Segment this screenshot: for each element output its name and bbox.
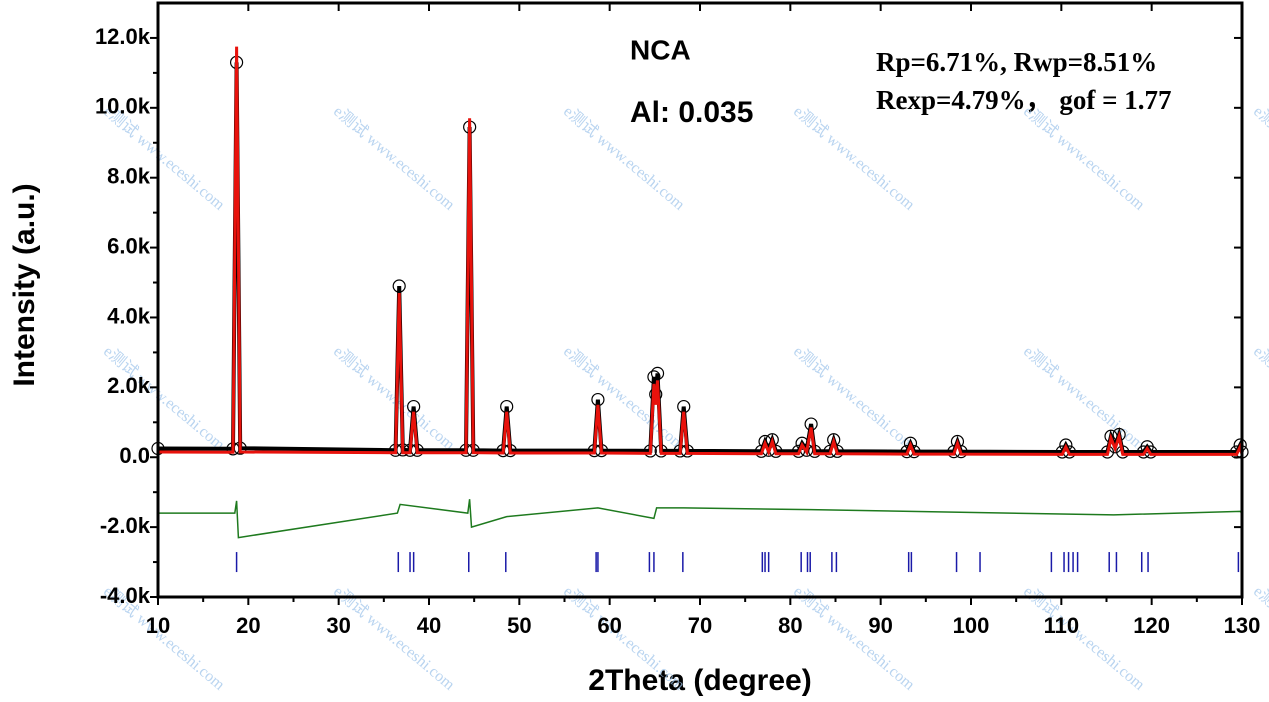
watermark: e测试 www.eceshi.com	[1020, 342, 1149, 454]
y-tick-label: -2.0k	[100, 513, 151, 538]
x-tick-label: 60	[597, 613, 621, 638]
watermark: e测试 www.eceshi.com	[1020, 582, 1149, 694]
y-tick-label: 4.0k	[107, 303, 151, 328]
annotation: Rp=6.71%, Rwp=8.51%	[876, 47, 1157, 77]
watermark: e测试 www.eceshi.com	[330, 102, 459, 214]
x-tick-label: 10	[146, 613, 170, 638]
y-tick-label: 2.0k	[107, 373, 151, 398]
x-tick-label: 110	[1044, 613, 1080, 638]
x-tick-label: 20	[236, 613, 260, 638]
watermark: e测试 www.eceshi.com	[1250, 582, 1269, 694]
x-tick-label: 70	[688, 613, 712, 638]
x-tick-label: 80	[778, 613, 802, 638]
y-tick-label: 0.0	[119, 443, 150, 468]
watermark: e测试 www.eceshi.com	[1020, 102, 1149, 214]
y-tick-label: 8.0k	[107, 164, 151, 189]
observed-point	[903, 436, 918, 450]
x-tick-label: 120	[1133, 613, 1170, 638]
observed-point	[1059, 438, 1073, 452]
y-tick-label: 12.0k	[95, 24, 151, 49]
watermark: e测试 www.eceshi.com	[1250, 342, 1269, 454]
x-tick-label: 30	[326, 613, 350, 638]
y-tick-label: -4.0k	[100, 583, 151, 608]
calculated-line	[157, 46, 1244, 457]
watermark: e测试 www.eceshi.com	[330, 582, 459, 694]
annotation: NCA	[630, 34, 691, 65]
watermark: e测试 www.eceshi.com	[100, 102, 229, 214]
x-tick-label: 90	[868, 613, 892, 638]
watermark: e测试 www.eceshi.com	[1250, 102, 1269, 214]
plot-frame	[156, 1, 1244, 599]
observed-point	[650, 366, 665, 380]
annotation: Al: 0.035	[630, 96, 753, 129]
watermark: e测试 www.eceshi.com	[790, 102, 919, 214]
x-tick-label: 130	[1224, 613, 1261, 638]
observed-point	[392, 279, 406, 293]
x-tick-label: 40	[417, 613, 441, 638]
x-axis-label: 2Theta (degree)	[588, 664, 811, 697]
observed-point	[647, 370, 661, 384]
y-tick-label: 10.0k	[95, 94, 151, 119]
y-tick-label: 6.0k	[107, 233, 151, 258]
watermark: e测试 www.eceshi.com	[560, 342, 689, 454]
x-tick-label: 50	[507, 613, 531, 638]
x-tick-label: 100	[953, 613, 990, 638]
annotation: Rexp=4.79%， gof = 1.77	[876, 85, 1172, 115]
y-axis-label: Intensity (a.u.)	[8, 183, 41, 386]
difference-line	[158, 499, 1243, 539]
observed-point	[1116, 445, 1130, 459]
